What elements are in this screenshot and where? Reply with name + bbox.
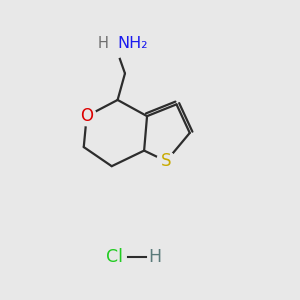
Text: O: O [80, 107, 93, 125]
Circle shape [107, 39, 126, 58]
Text: H: H [98, 36, 108, 51]
Text: S: S [161, 152, 171, 170]
Circle shape [77, 107, 96, 126]
Circle shape [157, 152, 176, 171]
Circle shape [157, 152, 176, 171]
Text: Cl: Cl [106, 248, 124, 266]
Text: H: H [148, 248, 162, 266]
Circle shape [77, 107, 96, 126]
Text: NH₂: NH₂ [118, 36, 148, 51]
